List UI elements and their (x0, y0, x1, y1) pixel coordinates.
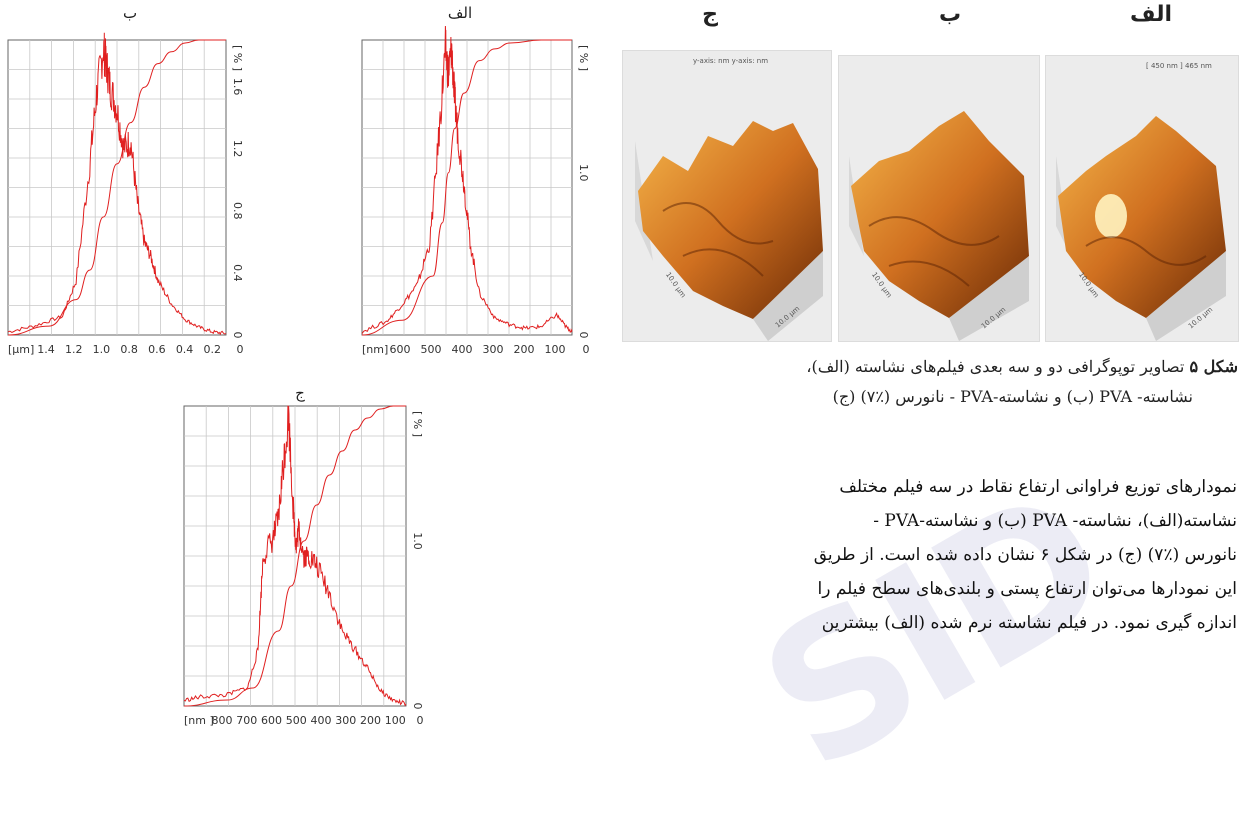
afm-label-alef: الف (1130, 2, 1173, 27)
afm-header-jim: y-axis: nm y-axis: nm (693, 57, 769, 65)
caption-figure-number: شکل ۵ (1189, 357, 1238, 376)
x-tick-label: 500 (421, 343, 442, 356)
x-tick-label: 200 (360, 714, 381, 727)
x-tick-label: 800 (212, 714, 233, 727)
chart-title-jim: ج (295, 384, 305, 402)
x-tick-label: 200 (514, 343, 535, 356)
x-tick-label: 300 (483, 343, 504, 356)
y-tick-label: 0 (231, 332, 244, 339)
chart-title-b: ب (122, 4, 138, 22)
x-tick-label: 0.6 (148, 343, 166, 356)
y-tick-label: 0 (577, 332, 590, 339)
y-tick-label: 0 (411, 703, 424, 710)
caption-text-1: تصاویر توپوگرافی دو و سه بعدی فیلم‌های ن… (806, 357, 1190, 376)
body-paragraph: نمودارهای توزیع فراوانی ارتفاع نقاط در س… (645, 470, 1237, 640)
afm-image-b: 10.0 μm 10.0 μm (838, 55, 1040, 342)
x-tick-label: 0.4 (176, 343, 194, 356)
x-tick-label: 0.2 (204, 343, 222, 356)
body-line-3: نانورس (٪۷) (ج) در شکل ۶ نشان داده شده ا… (813, 545, 1237, 565)
distribution-series-line (361, 25, 573, 334)
x-axis-unit-label: [nm ] (184, 714, 214, 727)
body-line-5: اندازه گیری نمود. در فیلم نشاسته نرم شده… (821, 613, 1237, 633)
height-distribution-chart-alef: 1.0 0 [ % ] [nm] 600 500 400 300 200 100 0 (361, 25, 590, 356)
y-axis-label: [ % ] (577, 45, 590, 71)
x-tick-label: 0 (237, 343, 244, 356)
y-axis-label: [ % ] (231, 45, 244, 71)
afm-label-b: ب (938, 2, 962, 27)
y-tick-label: 1.6 (231, 78, 244, 96)
x-tick-label: 1.4 (37, 343, 55, 356)
x-tick-label: 700 (236, 714, 257, 727)
afm-label-jim: ج (702, 2, 718, 27)
y-tick-label: 1.0 (411, 532, 424, 550)
chart-title-alef: الف (447, 4, 473, 22)
caption-line-1: شکل ۵ تصاویر توپوگرافی دو و سه بعدی فیلم… (640, 352, 1238, 382)
x-tick-label: 0.8 (120, 343, 138, 356)
cumulative-series-line (7, 39, 226, 336)
x-tick-label: 300 (335, 714, 356, 727)
body-line-1: نمودارهای توزیع فراوانی ارتفاع نقاط در س… (839, 477, 1237, 497)
y-tick-label: 0.8 (231, 202, 244, 220)
x-tick-label: 1.2 (65, 343, 83, 356)
y-axis-label: [ % ] (411, 411, 424, 437)
x-tick-label: 100 (385, 714, 406, 727)
x-tick-label: 400 (311, 714, 332, 727)
x-tick-label: 500 (286, 714, 307, 727)
y-tick-label: 0.4 (231, 264, 244, 282)
x-tick-label: 1.0 (93, 343, 111, 356)
x-axis-unit-label: [nm] (362, 343, 388, 356)
afm-image-jim: y-axis: nm y-axis: nm 10.0 μm 10.0 μm (622, 50, 832, 342)
y-tick-label: 1.2 (231, 140, 244, 158)
afm-image-alef: [ 450 nm ] 465 nm 10.0 μm 10.0 μm (1045, 55, 1239, 342)
x-tick-label: 100 (545, 343, 566, 356)
afm-header-alef: [ 450 nm ] 465 nm (1146, 62, 1212, 70)
x-tick-label: 600 (261, 714, 282, 727)
y-tick-label: 1.0 (577, 164, 590, 182)
body-line-4: این نمودارها می‌توان ارتفاع پستی و بلندی… (817, 579, 1237, 599)
x-tick-label: 0 (417, 714, 424, 727)
x-tick-label: 0 (583, 343, 590, 356)
cumulative-series-line (361, 39, 572, 336)
x-tick-label: 600 (390, 343, 411, 356)
distribution-series-line (183, 405, 407, 707)
x-tick-label: 400 (452, 343, 473, 356)
cumulative-series-line (183, 405, 406, 707)
height-distribution-chart-b: 1.6 1.2 0.8 0.4 0 [ % ] [μm] 1.4 1.2 1.0 0.8 0.6 0.4… (7, 32, 244, 356)
height-distribution-chart-jim: 1.0 0 [ % ] [nm ]800 700 600 500 400 300 200 100 0 (183, 405, 424, 727)
caption-line-2: نشاسته- PVA (ب) و نشاسته-PVA - نانورس (٪… (832, 387, 1193, 406)
x-axis-unit-label: [μm] (8, 343, 34, 356)
body-line-2: نشاسته(الف)، نشاسته- PVA (ب) و نشاسته-PV… (873, 511, 1237, 531)
figure5-caption: شکل ۵ تصاویر توپوگرافی دو و سه بعدی فیلم… (640, 352, 1238, 412)
distribution-series-line (7, 32, 227, 336)
